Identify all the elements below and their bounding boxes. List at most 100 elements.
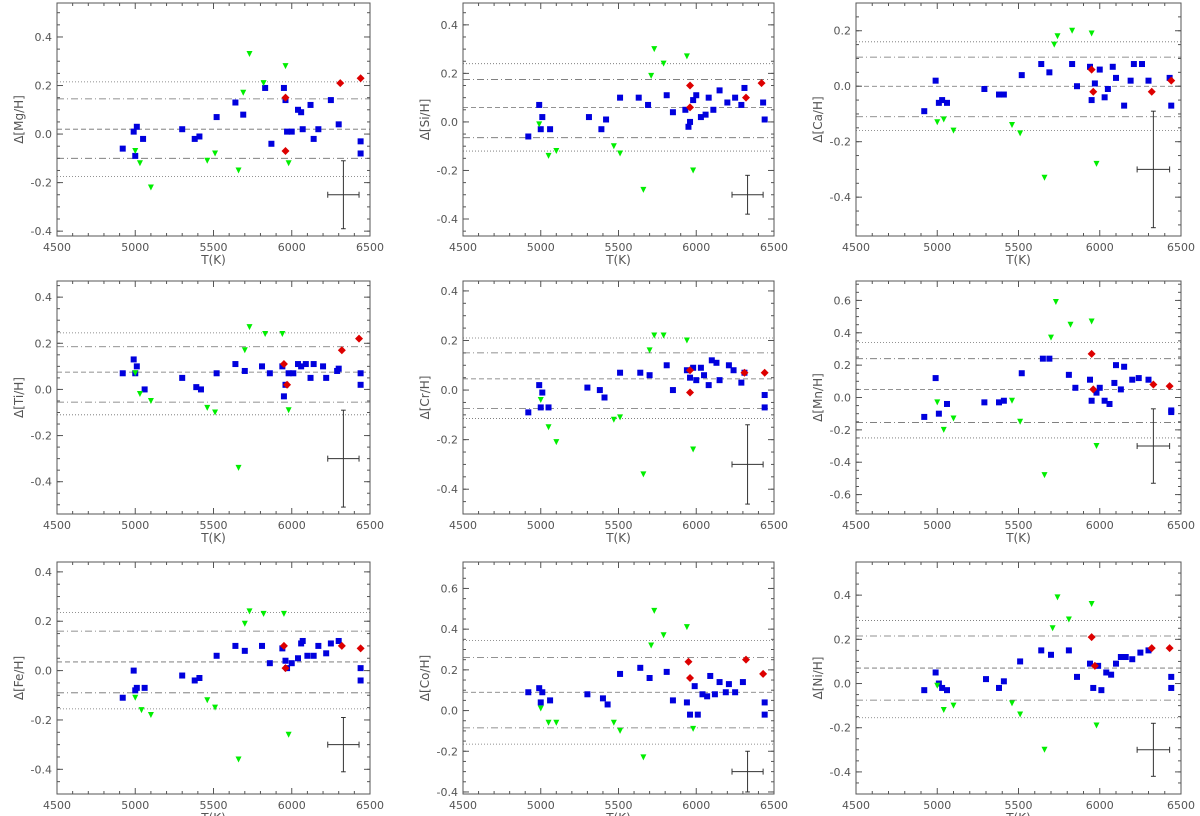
- x-tick-label: 4500: [842, 519, 870, 532]
- data-point-triangle: [660, 332, 667, 339]
- data-point-triangle: [553, 148, 560, 155]
- data-point-square: [285, 370, 292, 377]
- x-tick-label: 5500: [1005, 799, 1033, 812]
- data-point-diamond: [1087, 633, 1096, 642]
- series-diamond: [281, 74, 365, 156]
- data-point-square: [1129, 656, 1136, 663]
- data-point-square: [525, 689, 532, 696]
- x-tick-label: 5000: [121, 241, 149, 254]
- data-point-square: [1065, 371, 1072, 378]
- data-point-triangle: [282, 63, 289, 70]
- data-point-square: [738, 101, 745, 108]
- data-point-square: [761, 116, 768, 123]
- series-diamond: [1087, 349, 1174, 394]
- data-point-square: [133, 123, 140, 130]
- data-point-triangle: [147, 397, 154, 404]
- x-tick-label: 6500: [760, 799, 788, 812]
- data-point-square: [596, 387, 603, 394]
- y-tick-label: -0.2: [31, 177, 52, 190]
- data-point-diamond: [759, 669, 768, 678]
- x-tick-label: 6500: [1167, 519, 1195, 532]
- panel-5: 4500 5000 5500 6000 6500 -0.4 -0.2 0.0 0.2 0.4 T(K…: [418, 280, 788, 545]
- data-point-diamond: [336, 79, 345, 88]
- data-point-triangle: [1017, 418, 1024, 425]
- data-point-triangle: [1051, 41, 1058, 48]
- data-point-diamond: [279, 360, 288, 369]
- data-point-square: [298, 109, 305, 116]
- data-point-square: [1103, 669, 1110, 676]
- data-point-square: [996, 684, 1002, 691]
- data-point-square: [724, 99, 731, 106]
- data-point-triangle: [545, 152, 552, 159]
- data-point-square: [635, 94, 642, 101]
- data-point-square: [357, 150, 364, 157]
- y-tick-label: 0.0: [35, 128, 53, 141]
- data-point-square: [279, 645, 286, 652]
- data-point-square: [1065, 647, 1072, 654]
- x-tick-label: 6500: [356, 519, 384, 532]
- data-point-square: [213, 652, 220, 659]
- x-axis-label: T(K): [1005, 531, 1031, 545]
- data-point-triangle: [1093, 443, 1100, 450]
- data-point-triangle: [1093, 160, 1100, 167]
- data-point-square: [539, 114, 546, 121]
- x-axis-label: T(K): [1005, 253, 1031, 267]
- series-triangle-down: [132, 50, 292, 191]
- series-triangle-down: [132, 608, 292, 763]
- data-point-triangle: [136, 160, 143, 167]
- data-point-square: [1130, 61, 1137, 68]
- data-point-square: [193, 384, 200, 391]
- data-point-triangle: [940, 707, 947, 714]
- plot-frame: [855, 280, 1182, 515]
- series-triangle-down: [537, 607, 697, 761]
- series-triangle-down: [537, 332, 697, 478]
- data-point-square: [935, 99, 942, 106]
- data-point-triangle: [1093, 722, 1100, 729]
- data-point-square: [299, 126, 306, 133]
- y-tick-label: 0.4: [35, 566, 53, 579]
- y-tick-label: 0.0: [441, 116, 459, 129]
- series-diamond: [279, 334, 364, 389]
- data-point-square: [996, 399, 1002, 406]
- series-diamond: [686, 366, 769, 397]
- data-point-square: [663, 668, 670, 675]
- data-point-square: [699, 691, 706, 698]
- data-point-square: [1046, 69, 1053, 76]
- plot-frame: [855, 561, 1182, 795]
- data-point-square: [738, 379, 745, 386]
- y-tick-label: 0.0: [834, 678, 852, 691]
- data-point-square: [604, 701, 611, 708]
- data-point-square: [761, 392, 768, 399]
- data-point-square: [983, 676, 989, 683]
- data-point-square: [687, 374, 694, 381]
- y-tick-label: 0.4: [441, 19, 459, 32]
- data-point-square: [1101, 94, 1108, 101]
- y-axis-label: Δ[Mg/H]: [12, 95, 26, 144]
- data-point-square: [693, 92, 700, 99]
- data-point-triangle: [212, 150, 219, 157]
- data-point-triangle: [617, 414, 624, 421]
- data-point-square: [708, 357, 715, 364]
- data-point-square: [262, 84, 269, 91]
- data-point-square: [637, 369, 644, 376]
- y-tick-label: 0.2: [35, 615, 53, 628]
- x-tick-label: 5500: [200, 799, 228, 812]
- series-square: [921, 647, 1175, 694]
- x-axis-label: T(K): [605, 531, 631, 545]
- error-bar: [327, 160, 360, 230]
- data-point-square: [601, 394, 608, 401]
- data-point-square: [1048, 651, 1054, 658]
- data-point-triangle: [545, 719, 552, 726]
- data-point-square: [357, 677, 364, 684]
- data-point-square: [1145, 77, 1152, 84]
- data-point-square: [1090, 684, 1097, 691]
- x-tick-label: 4500: [43, 241, 71, 254]
- x-tick-label: 6500: [356, 241, 384, 254]
- data-point-square: [315, 126, 322, 133]
- data-point-square: [694, 711, 701, 718]
- y-tick-label: 0.0: [35, 383, 53, 396]
- data-point-triangle: [545, 424, 552, 431]
- plot-frame: [462, 2, 775, 237]
- data-point-triangle: [1054, 594, 1061, 601]
- data-point-square: [191, 677, 198, 684]
